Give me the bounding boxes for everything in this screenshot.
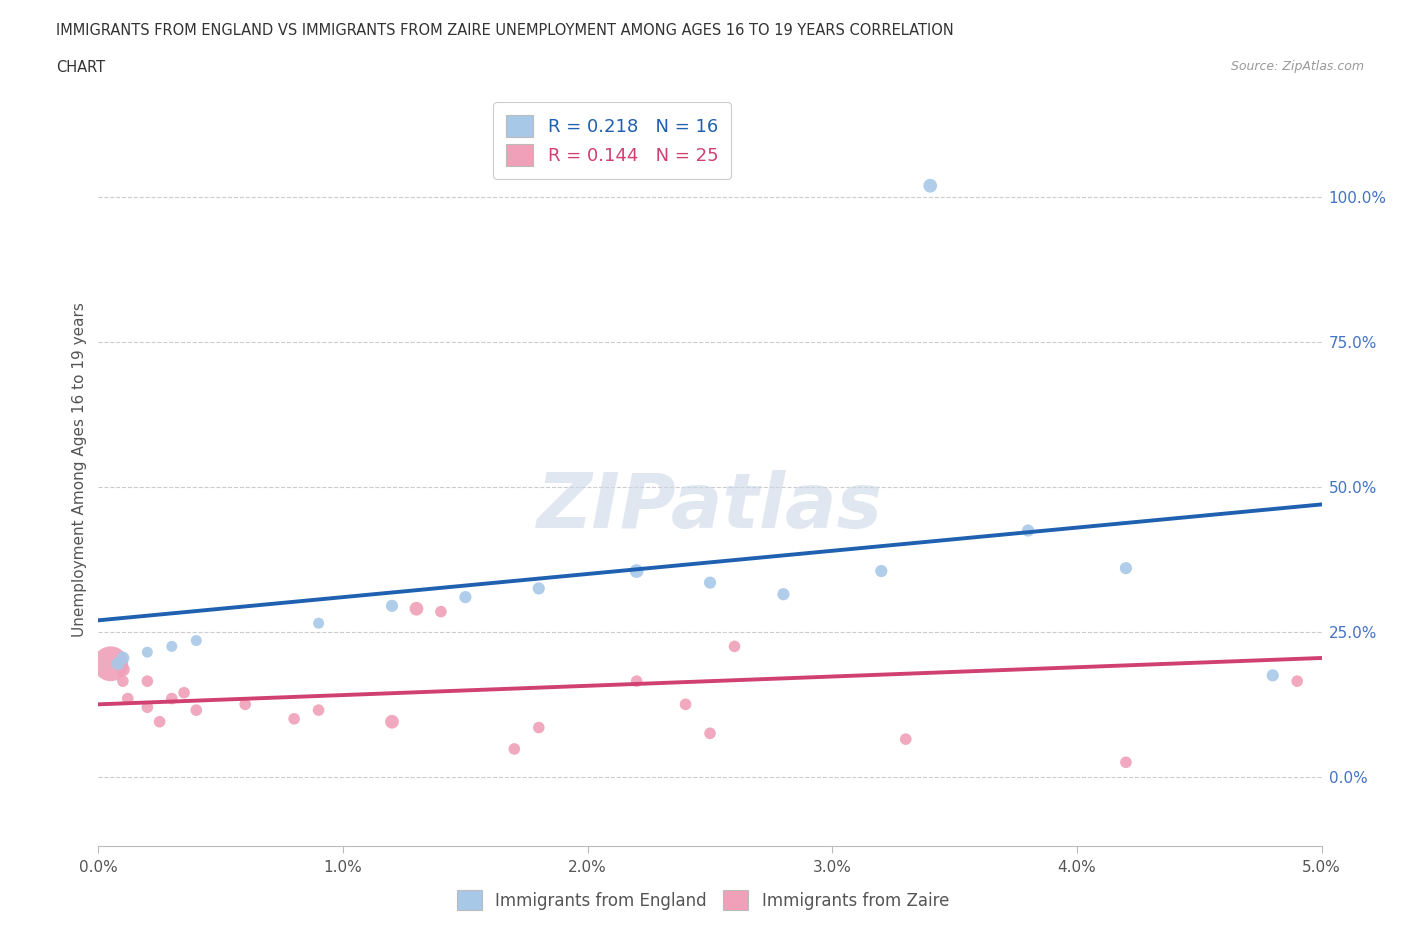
Point [173, 685, 195, 700]
Point [405, 602, 427, 617]
Point [1261, 668, 1284, 683]
Point [100, 657, 122, 671]
Point [894, 732, 917, 747]
Point [117, 691, 139, 706]
Legend: R = 0.218   N = 16, R = 0.144   N = 25: R = 0.218 N = 16, R = 0.144 N = 25 [494, 102, 731, 179]
Text: ZIPatlas: ZIPatlas [537, 471, 883, 544]
Point [870, 564, 893, 578]
Point [626, 564, 648, 578]
Point [699, 575, 721, 591]
Point [772, 587, 794, 602]
Point [626, 673, 648, 688]
Point [111, 673, 134, 688]
Point [136, 644, 159, 659]
Point [527, 720, 550, 735]
Point [308, 616, 330, 631]
Text: Source: ZipAtlas.com: Source: ZipAtlas.com [1230, 60, 1364, 73]
Point [308, 703, 330, 718]
Text: CHART: CHART [56, 60, 105, 75]
Point [160, 639, 183, 654]
Point [1017, 523, 1039, 538]
Point [503, 741, 526, 756]
Point [381, 598, 404, 613]
Point [430, 604, 453, 619]
Point [723, 639, 745, 654]
Point [527, 581, 550, 596]
Point [920, 179, 942, 193]
Point [233, 697, 256, 711]
Point [149, 714, 172, 729]
Point [186, 633, 208, 648]
Point [107, 657, 129, 671]
Point [699, 726, 721, 741]
Point [111, 662, 134, 677]
Point [454, 590, 477, 604]
Legend: Immigrants from England, Immigrants from Zaire: Immigrants from England, Immigrants from… [450, 884, 956, 917]
Point [160, 691, 183, 706]
Point [1286, 673, 1309, 688]
Point [186, 703, 208, 718]
Point [675, 697, 697, 711]
Point [283, 711, 305, 726]
Point [1115, 561, 1137, 576]
Point [1115, 755, 1137, 770]
Point [381, 714, 404, 729]
Point [136, 673, 159, 688]
Text: IMMIGRANTS FROM ENGLAND VS IMMIGRANTS FROM ZAIRE UNEMPLOYMENT AMONG AGES 16 TO 1: IMMIGRANTS FROM ENGLAND VS IMMIGRANTS FR… [56, 23, 955, 38]
Point [136, 699, 159, 714]
Y-axis label: Unemployment Among Ages 16 to 19 years: Unemployment Among Ages 16 to 19 years [72, 302, 87, 637]
Point [111, 651, 134, 666]
